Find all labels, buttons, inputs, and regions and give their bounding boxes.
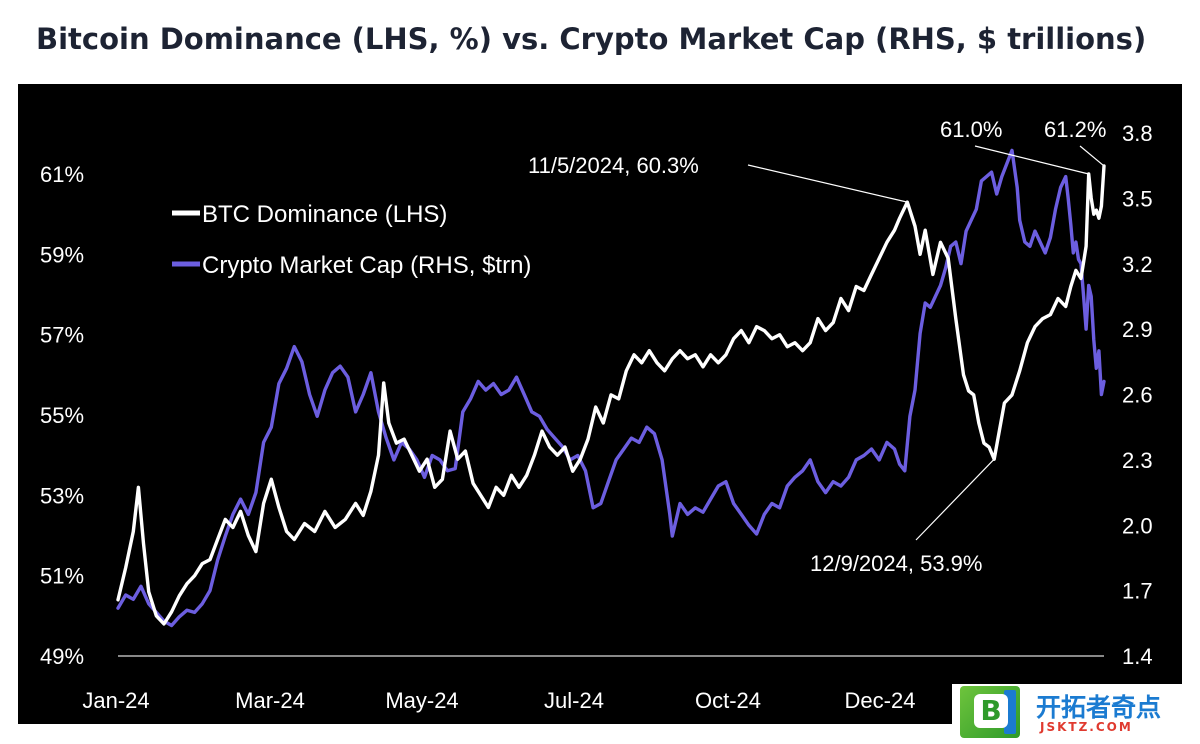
y-right-tick-label: 2.6 bbox=[1122, 383, 1153, 408]
x-tick-label: Jul-24 bbox=[544, 688, 604, 713]
watermark-domain: JSKTZ.COM bbox=[1040, 720, 1133, 734]
y-right-tick-label: 2.0 bbox=[1122, 513, 1153, 538]
market-cap-line bbox=[116, 148, 1106, 628]
y-left-tick-label: 59% bbox=[40, 242, 84, 267]
chart-title: Bitcoin Dominance (LHS, %) vs. Crypto Ma… bbox=[36, 22, 1147, 56]
y-left-tick-label: 55% bbox=[40, 403, 84, 428]
annotation-leader bbox=[1079, 145, 1105, 167]
x-tick-label: Dec-24 bbox=[845, 688, 916, 713]
y-right-tick-label: 1.7 bbox=[1122, 579, 1153, 604]
plot-background bbox=[18, 84, 1182, 724]
watermark-logo: B bbox=[960, 686, 1020, 738]
y-right-tick-label: 2.9 bbox=[1122, 317, 1153, 342]
y-left-tick-label: 61% bbox=[40, 162, 84, 187]
annotation-label: 61.2% bbox=[1044, 117, 1106, 142]
annotation-label: 11/5/2024, 60.3% bbox=[528, 153, 699, 178]
btc-dominance-line bbox=[116, 164, 1106, 626]
annotation-leader bbox=[915, 458, 995, 541]
watermark-logo-letter: B bbox=[974, 694, 1008, 728]
x-tick-label: Jan-24 bbox=[82, 688, 149, 713]
x-tick-label: Mar-24 bbox=[235, 688, 305, 713]
watermark-name: 开拓者奇点 bbox=[1036, 693, 1162, 722]
y-left-tick-label: 49% bbox=[40, 644, 84, 669]
annotation-leader bbox=[974, 145, 1089, 175]
y-left-tick-label: 53% bbox=[40, 483, 84, 508]
x-tick-label: Oct-24 bbox=[695, 688, 761, 713]
y-left-tick-label: 51% bbox=[40, 564, 84, 589]
y-right-tick-label: 3.5 bbox=[1122, 186, 1153, 211]
legend-label: Crypto Market Cap (RHS, $trn) bbox=[202, 252, 531, 279]
y-left-tick-label: 57% bbox=[40, 323, 84, 348]
annotation-label: 61.0% bbox=[940, 117, 1002, 142]
y-right-tick-label: 3.2 bbox=[1122, 252, 1153, 277]
watermark: B 开拓者奇点 JSKTZ.COM bbox=[952, 684, 1200, 744]
annotation-label: 12/9/2024, 53.9% bbox=[810, 551, 982, 576]
annotation-leader bbox=[747, 164, 908, 203]
y-right-tick-label: 3.8 bbox=[1122, 121, 1153, 146]
y-right-tick-label: 1.4 bbox=[1122, 644, 1153, 669]
legend-label: BTC Dominance (LHS) bbox=[202, 201, 447, 228]
y-right-tick-label: 2.3 bbox=[1122, 448, 1153, 473]
x-tick-label: May-24 bbox=[385, 688, 458, 713]
